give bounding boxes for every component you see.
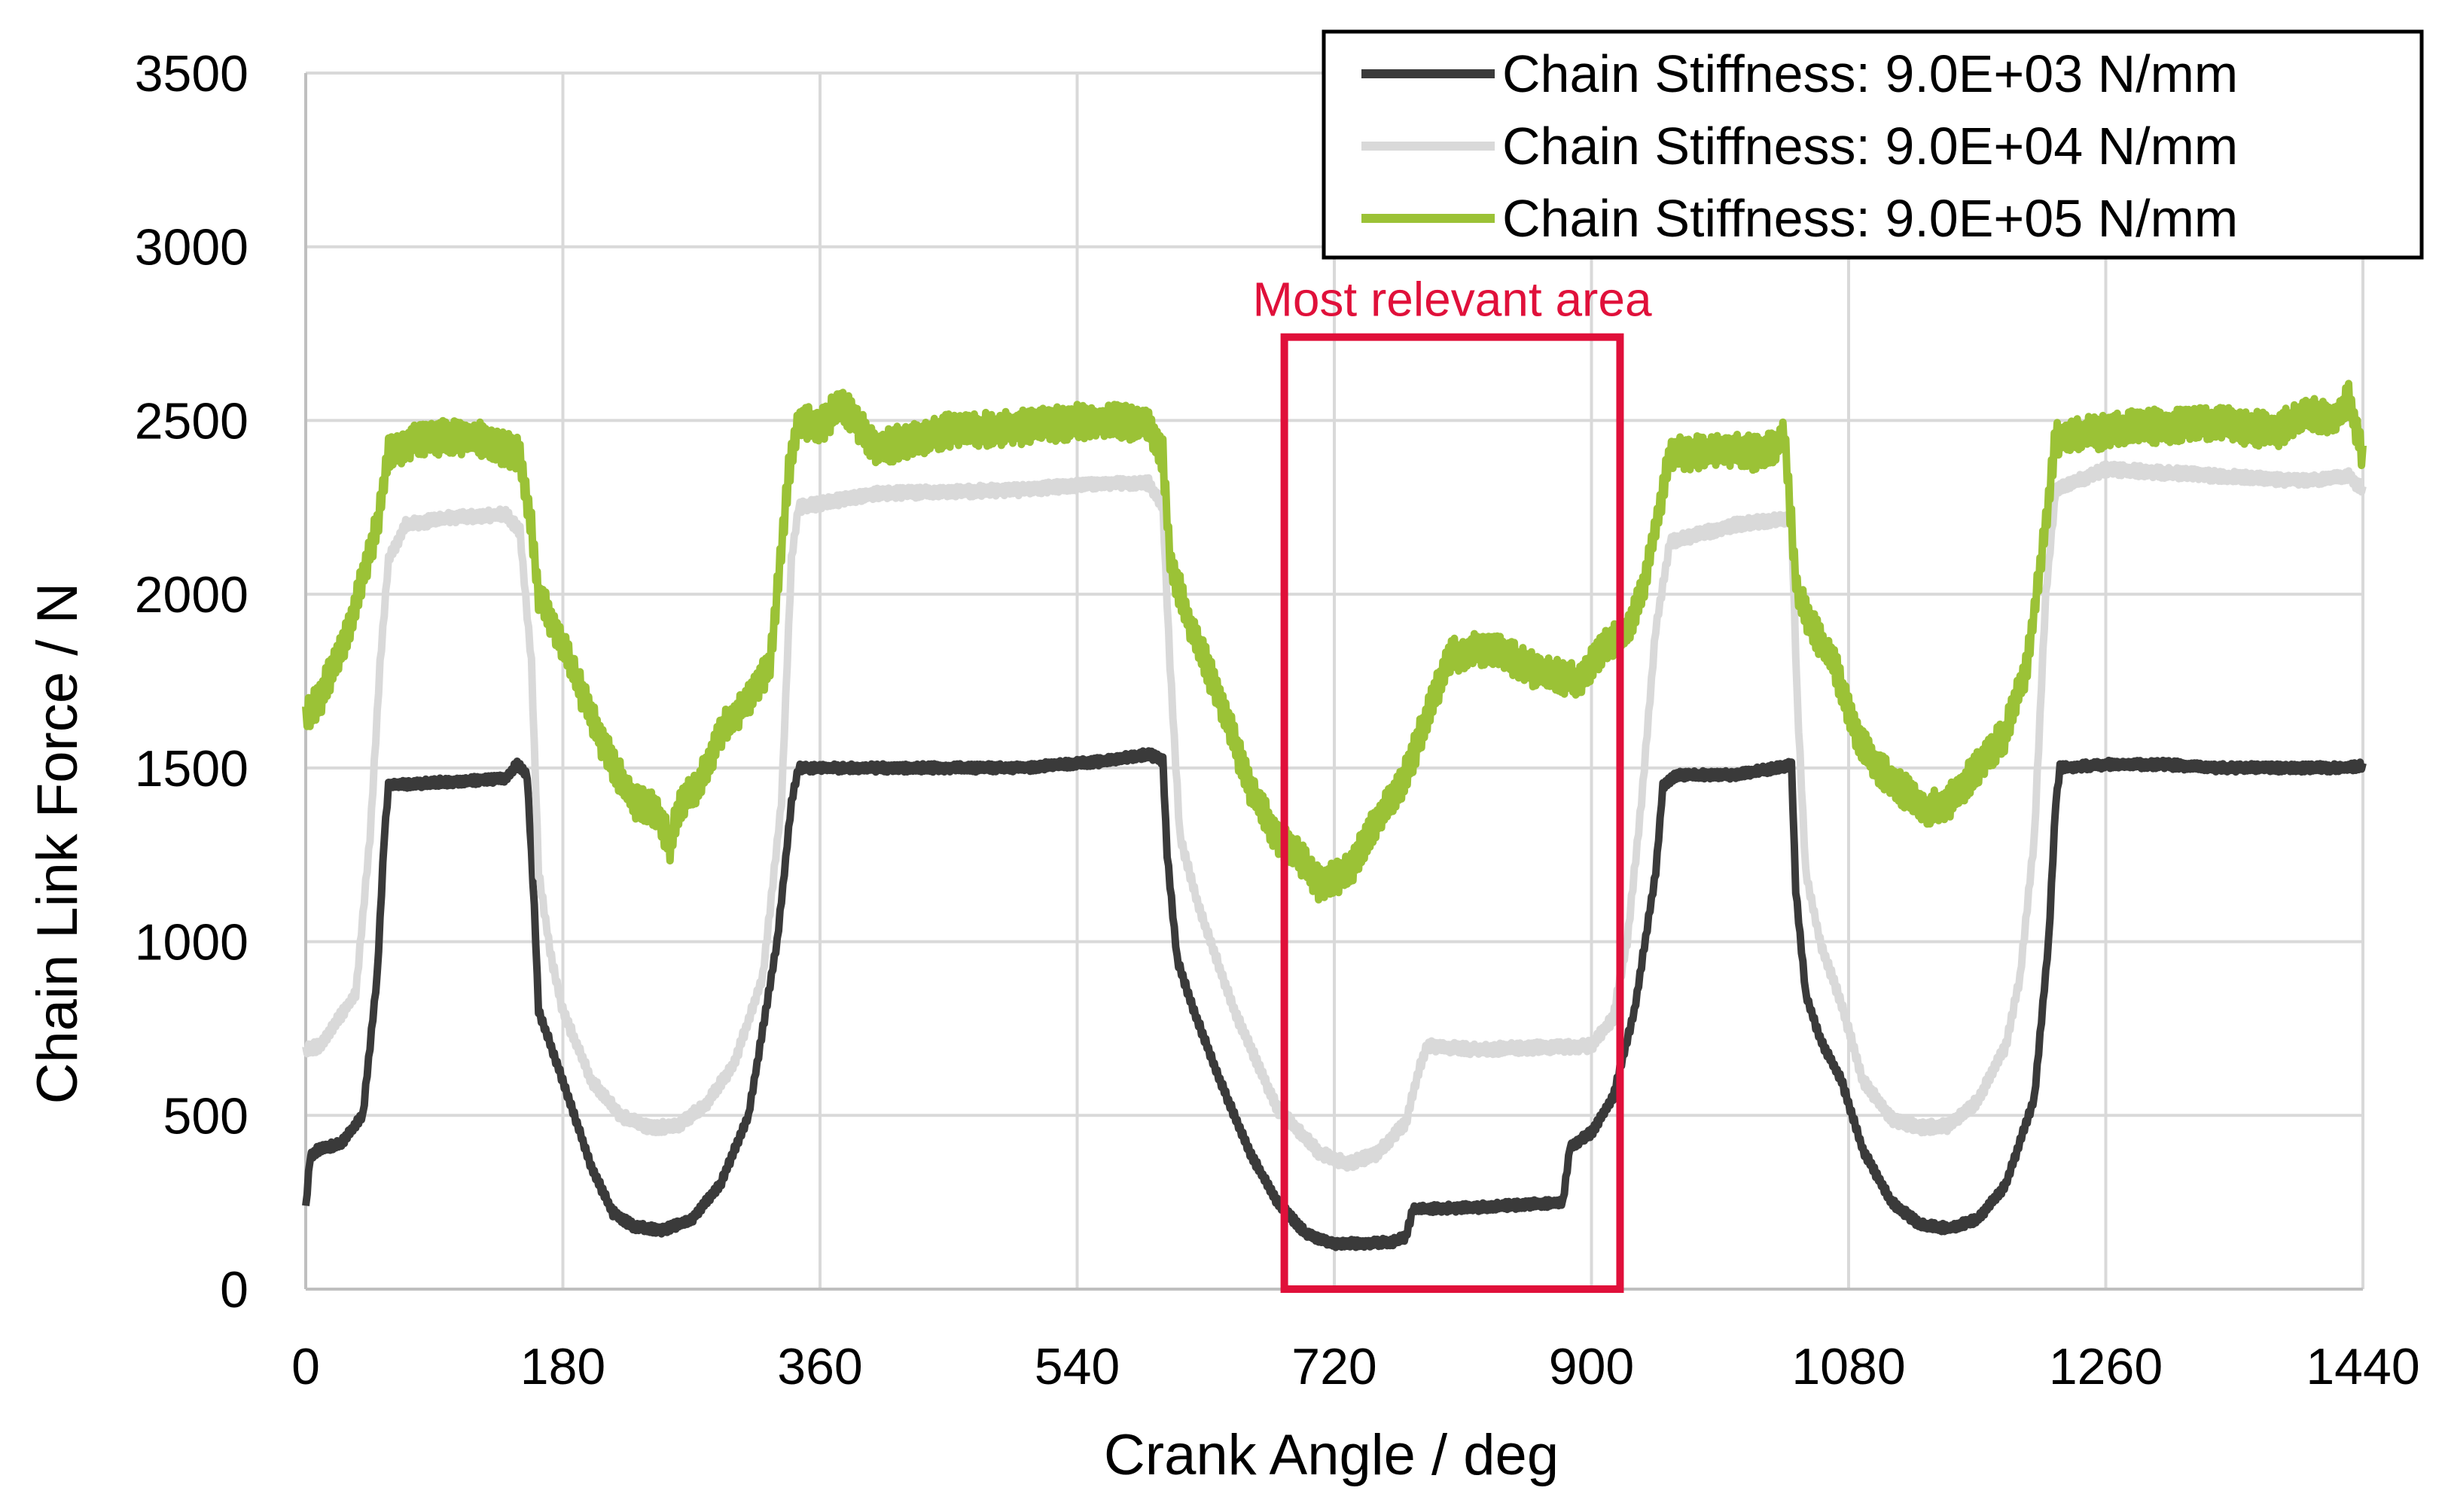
- series-lines: [302, 380, 2367, 1251]
- x-tick-labels: 0 180 360 540 720 900 1080 1260 1440: [291, 1338, 2420, 1395]
- legend-label-2: Chain Stiffness: 9.0E+04 N/mm: [1502, 117, 2238, 175]
- y-tick-label: 1500: [135, 740, 248, 797]
- y-axis-label: Chain Link Force / N: [26, 583, 90, 1105]
- x-axis-label: Crank Angle / deg: [1104, 1423, 1559, 1487]
- series-line-3: [302, 380, 2367, 904]
- x-tick-label: 1260: [2049, 1338, 2163, 1395]
- series-line-2: [302, 460, 2367, 1172]
- x-tick-label: 180: [520, 1338, 605, 1395]
- x-tick-label: 900: [1549, 1338, 1634, 1395]
- legend-label-3: Chain Stiffness: 9.0E+05 N/mm: [1502, 189, 2238, 248]
- y-tick-label: 2000: [135, 566, 248, 623]
- legend: Chain Stiffness: 9.0E+03 N/mm Chain Stiff…: [1322, 29, 2424, 260]
- y-tick-labels: 0 500 1000 1500 2000 2500 3000 3500: [135, 45, 248, 1318]
- y-tick-label: 2500: [135, 392, 248, 450]
- x-tick-label: 360: [777, 1338, 862, 1395]
- legend-label-1: Chain Stiffness: 9.0E+03 N/mm: [1502, 44, 2238, 103]
- y-tick-label: 3500: [135, 45, 248, 102]
- y-tick-label: 0: [220, 1261, 248, 1318]
- legend-box: [1322, 29, 2424, 260]
- series-line-1: [302, 747, 2367, 1251]
- annotation-label: Most relevant area: [1253, 273, 1652, 327]
- y-tick-label: 500: [163, 1087, 248, 1145]
- x-tick-label: 1080: [1791, 1338, 1905, 1395]
- y-tick-label: 1000: [135, 914, 248, 971]
- x-tick-label: 1440: [2306, 1338, 2419, 1395]
- x-tick-label: 720: [1291, 1338, 1376, 1395]
- x-tick-label: 540: [1035, 1338, 1120, 1395]
- x-tick-label: 0: [291, 1338, 320, 1395]
- y-tick-label: 3000: [135, 219, 248, 276]
- annotation-box: [1280, 333, 1624, 1294]
